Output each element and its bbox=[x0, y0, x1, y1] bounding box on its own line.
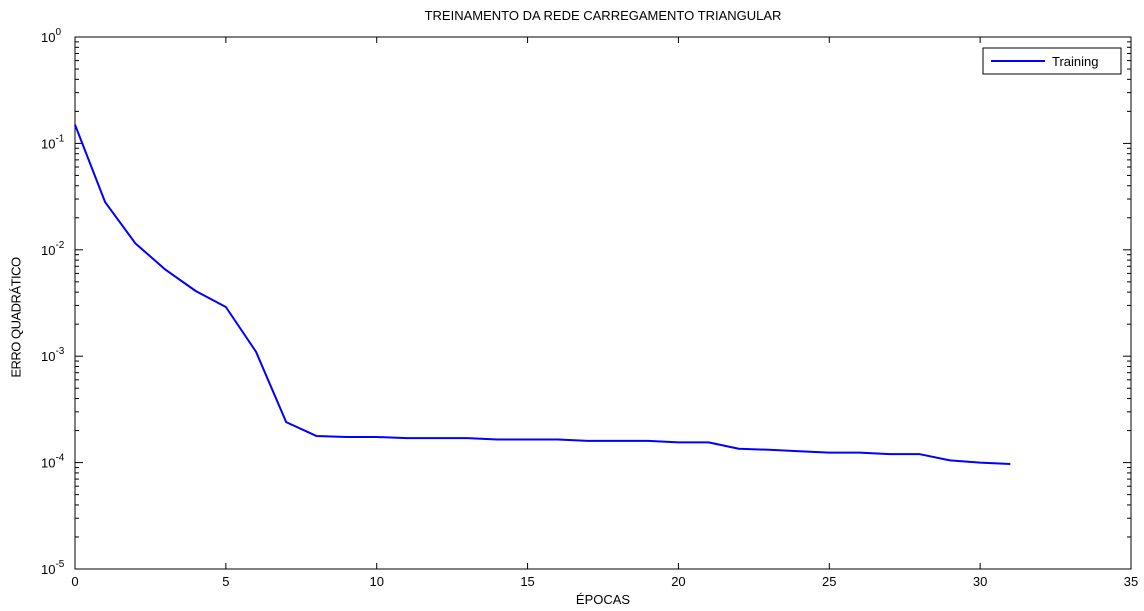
x-tick-label: 25 bbox=[822, 574, 836, 589]
x-tick-label: 35 bbox=[1124, 574, 1138, 589]
x-tick-label: 30 bbox=[973, 574, 987, 589]
y-tick-label: 10-4 bbox=[41, 453, 65, 471]
legend-label: Training bbox=[1052, 54, 1098, 69]
axis-ticks: 0 5 10 15 20 25 30 35 100 10-1 10-2 10-3 10-4 10-5 bbox=[41, 27, 1138, 589]
series-group bbox=[74, 124, 1011, 466]
series-line-training bbox=[74, 124, 1011, 466]
x-axis-label: ÉPOCAS bbox=[575, 592, 631, 607]
chart-title: TREINAMENTO DA REDE CARREGAMENTO TRIANGU… bbox=[424, 8, 782, 23]
x-tick-label: 20 bbox=[671, 574, 685, 589]
x-tick-label: 15 bbox=[520, 574, 534, 589]
x-tick-label: 10 bbox=[369, 574, 383, 589]
y-tick-label: 100 bbox=[41, 27, 61, 45]
x-tick-label: 0 bbox=[71, 574, 78, 589]
y-tick-label: 10-3 bbox=[41, 346, 65, 364]
x-tick-label: 5 bbox=[222, 574, 229, 589]
y-tick-label: 10-1 bbox=[41, 133, 65, 151]
plot-area bbox=[74, 36, 1132, 570]
legend: Training bbox=[982, 47, 1122, 75]
y-tick-label: 10-5 bbox=[41, 559, 65, 577]
y-tick-label: 10-2 bbox=[41, 240, 65, 258]
